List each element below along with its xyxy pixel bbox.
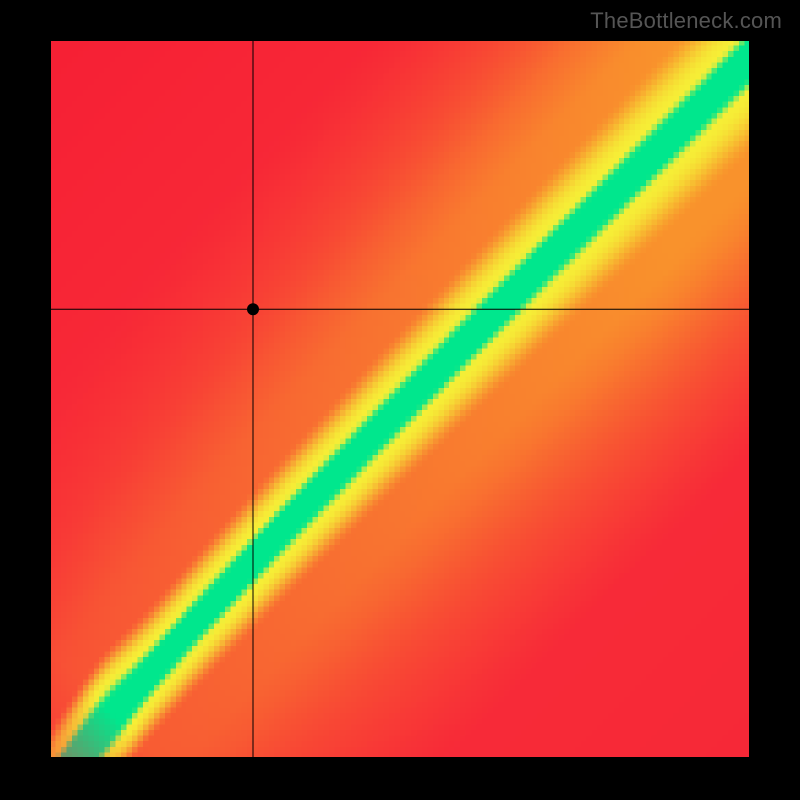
chart-container: TheBottleneck.com	[0, 0, 800, 800]
heatmap-canvas	[50, 40, 750, 758]
heatmap-plot	[50, 40, 750, 758]
watermark-text: TheBottleneck.com	[590, 8, 782, 34]
